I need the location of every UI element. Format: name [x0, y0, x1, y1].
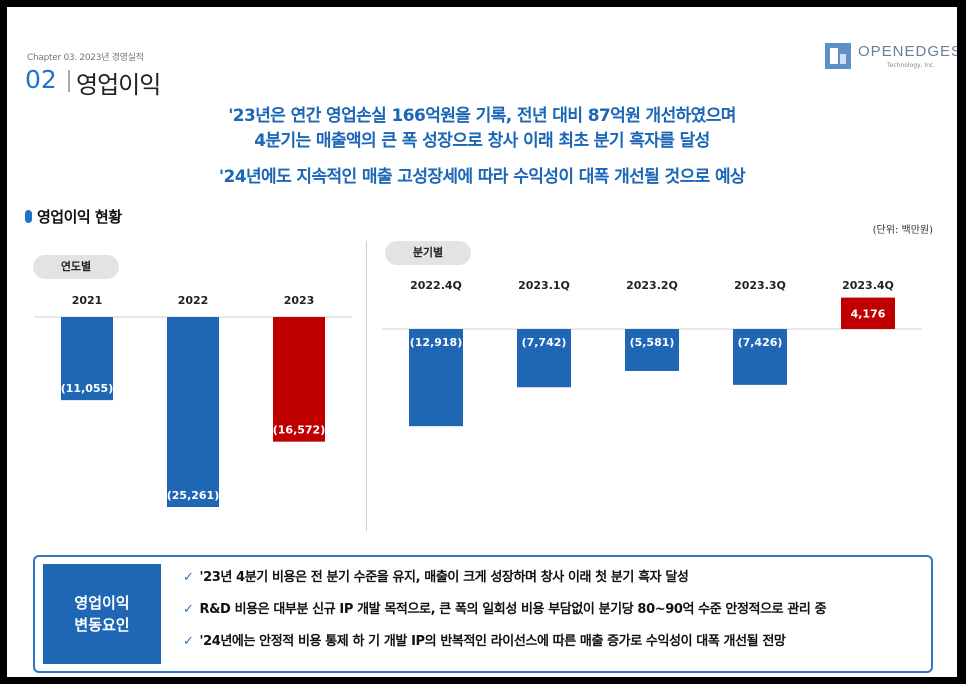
- factor-item: ✓ R&D 비용은 대부분 신규 IP 개발 목적으로, 큰 폭의 일회성 비용 …: [183, 602, 827, 617]
- check-icon: ✓: [183, 602, 194, 617]
- slide: Chapter 03. 2023년 경영실적 02 영업이익 OPENEDGES…: [7, 7, 957, 677]
- factors-label-line2: 변동요인: [74, 616, 130, 634]
- bar: [625, 329, 679, 371]
- logo-text: OPENEDGES: [858, 43, 957, 60]
- data-label: (5,581): [630, 336, 675, 349]
- subsection-title: 영업이익 현황: [25, 206, 122, 227]
- headline-1: '23년은 연간 영업손실 166억원을 기록, 전년 대비 87억원 개선하였…: [228, 106, 736, 126]
- data-label: 4,176: [851, 307, 886, 320]
- logo-icon: [825, 43, 851, 69]
- quarterly-chart-title: 분기별: [385, 241, 471, 265]
- factors-box: 영업이익 변동요인 ✓ '23년 4분기 비용은 전 분기 수준을 유지, 매출이…: [33, 555, 933, 673]
- section-title: 영업이익: [76, 71, 161, 99]
- bar: [273, 317, 325, 442]
- bar: [61, 317, 113, 401]
- bar: [733, 329, 787, 385]
- category-label: 2023: [284, 294, 315, 307]
- category-label: 2023.2Q: [626, 279, 678, 292]
- data-label: (11,055): [61, 382, 114, 395]
- bullet-icon: [25, 210, 32, 223]
- section-number: 02: [25, 65, 57, 94]
- bar: [841, 297, 895, 329]
- subsection-title-text: 영업이익 현황: [37, 208, 122, 226]
- category-label: 2022.4Q: [410, 279, 462, 292]
- category-label: 2023.1Q: [518, 279, 570, 292]
- company-logo: OPENEDGES Technology, Inc.: [825, 41, 957, 71]
- factor-item: ✓ '24년에는 안정적 비용 통제 하 기 개발 IP의 반복적인 라이선스에 …: [183, 634, 786, 649]
- data-label: (7,742): [522, 336, 567, 349]
- headline-3: '24년에도 지속적인 매출 고성장세에 따라 수익성이 대폭 개선될 것으로 …: [218, 167, 746, 187]
- headline-2: 4분기는 매출액의 큰 폭 성장으로 창사 이래 최초 분기 흑자를 달성: [254, 131, 710, 151]
- unit-label: (단위: 백만원): [872, 225, 933, 236]
- category-label: 2023.3Q: [734, 279, 786, 292]
- factor-item: ✓ '23년 4분기 비용은 전 분기 수준을 유지, 매출이 크게 성장하며 창…: [183, 570, 689, 585]
- section-divider: [68, 70, 70, 92]
- operating-income-charts: 2021 (11,055) 2022 (25,261) 2023 (16,572) 2022…: [34, 279, 922, 507]
- bar: [409, 329, 463, 427]
- data-label: (7,426): [738, 336, 783, 349]
- data-label: (16,572): [273, 424, 326, 437]
- factors-list: ✓ '23년 4분기 비용은 전 분기 수준을 유지, 매출이 크게 성장하며 창…: [183, 567, 827, 663]
- bar: [517, 329, 571, 388]
- bar: [167, 317, 219, 507]
- category-label: 2022: [178, 294, 209, 307]
- factors-label-line1: 영업이익: [74, 594, 130, 612]
- data-label: (12,918): [410, 336, 463, 349]
- chart-divider: [366, 241, 367, 531]
- chapter-label: Chapter 03. 2023년 경영실적: [27, 53, 144, 63]
- category-label: 2021: [72, 294, 103, 307]
- check-icon: ✓: [183, 634, 194, 649]
- data-label: (25,261): [167, 489, 220, 502]
- factors-label: 영업이익 변동요인: [43, 564, 161, 664]
- category-label: 2023.4Q: [842, 279, 894, 292]
- annual-chart-title: 연도별: [33, 255, 119, 279]
- check-icon: ✓: [183, 570, 194, 585]
- logo-subtext: Technology, Inc.: [887, 62, 936, 69]
